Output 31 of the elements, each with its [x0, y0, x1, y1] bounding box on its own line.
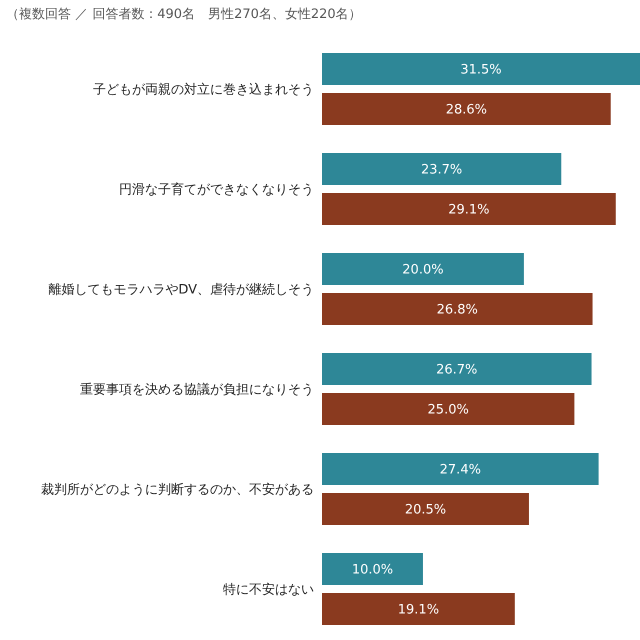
data-label: 28.6% — [446, 102, 488, 118]
y-tick-label: 円滑な子育てができなくなりそう — [119, 182, 314, 198]
data-label: 29.1% — [448, 202, 490, 218]
text: （複数回答 ／ 回答者数：490名 男性270名、女性220名） — [6, 7, 362, 22]
data-label: 26.7% — [436, 362, 478, 378]
data-label: 23.7% — [420, 162, 462, 178]
y-tick-label: 裁判所がどのように判断するのか、不安がある — [41, 482, 314, 498]
bar — [322, 593, 515, 625]
y-tick-label: 離婚してもモラハラやDV、虐待が継続しそう — [48, 282, 314, 298]
bar — [322, 53, 640, 85]
y-tick-label: 子どもが両親の対立に巻き込まれそう — [93, 82, 314, 98]
bar — [322, 393, 574, 425]
data-label: 19.1% — [398, 602, 440, 618]
bar — [322, 453, 599, 485]
bar — [322, 293, 593, 325]
data-label: 26.8% — [436, 302, 478, 318]
data-label: 10.0% — [352, 562, 394, 578]
bar — [322, 353, 592, 385]
data-label: 27.4% — [440, 462, 481, 478]
bar — [322, 153, 562, 185]
y-tick-label: 特に不安はない — [223, 582, 314, 598]
data-label: 31.5% — [460, 62, 502, 78]
bar — [322, 253, 524, 285]
data-label: 20.0% — [402, 262, 444, 278]
bar — [322, 193, 616, 225]
data-label: 25.0% — [428, 402, 469, 418]
bar — [322, 553, 423, 585]
bar — [322, 493, 529, 525]
bar — [322, 93, 611, 125]
data-label: 20.5% — [404, 502, 446, 518]
y-tick-label: 重要事項を決める協議が負担になりそう — [80, 382, 314, 398]
